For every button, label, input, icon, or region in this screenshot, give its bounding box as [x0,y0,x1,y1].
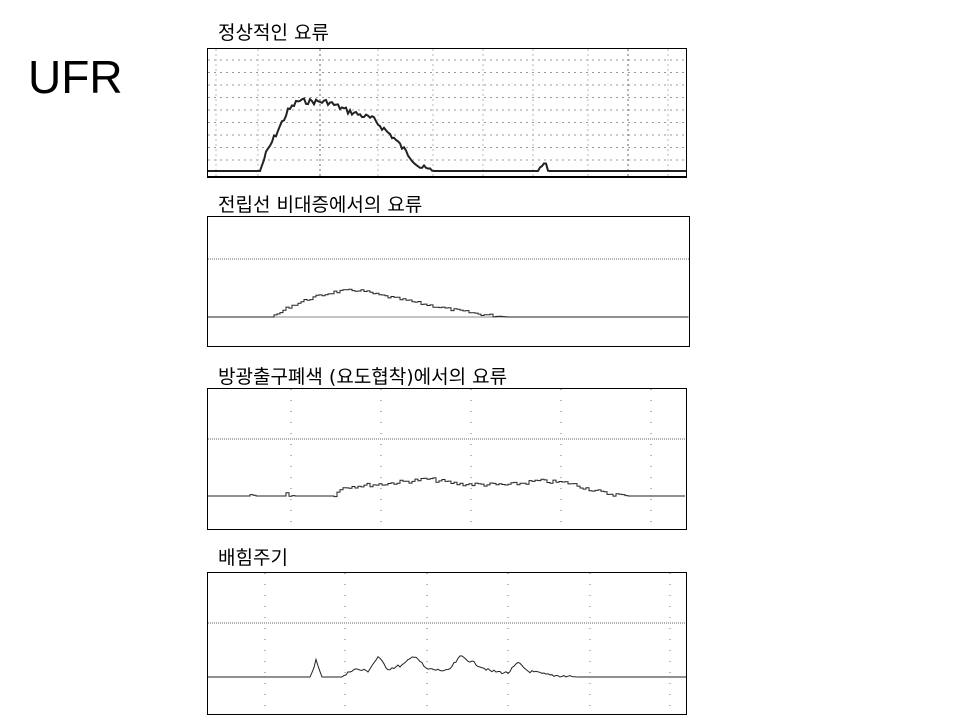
uroflow-trace-normal [207,48,687,178]
flow-curve [208,477,685,498]
flow-curve [208,655,686,678]
flow-curve [208,97,686,172]
panel-label-straining: 배힘주기 [218,547,288,569]
uroflow-trace-stricture [207,388,687,530]
uroflow-trace-bph [207,216,690,347]
flow-curve [208,288,688,318]
panel-label-normal: 정상적인 요류 [218,22,329,44]
panel-label-stricture: 방광출구폐색 (요도협착)에서의 요류 [218,366,508,388]
uroflow-trace-straining [207,572,687,715]
slide-title: UFR [28,51,123,103]
panel-label-bph: 전립선 비대증에서의 요류 [218,194,423,216]
